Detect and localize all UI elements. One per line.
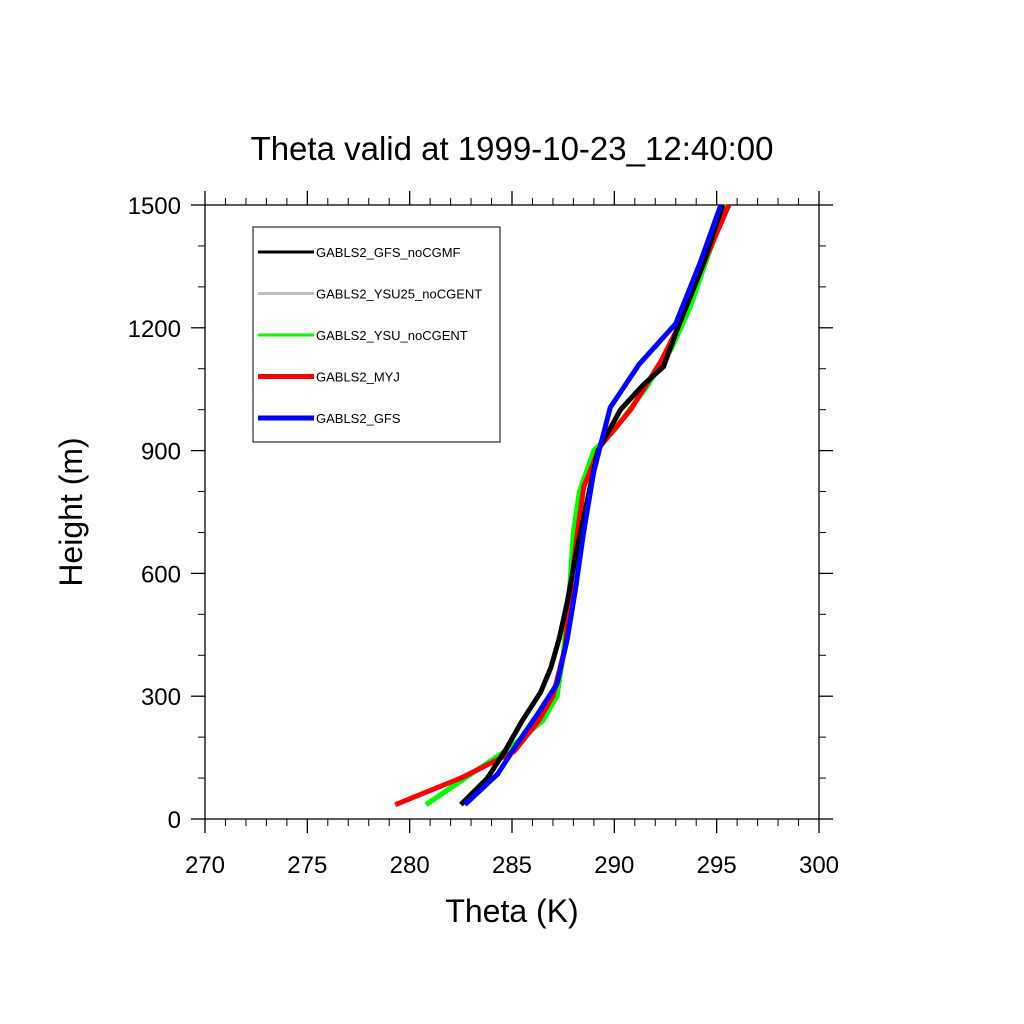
y-tick-label: 600 bbox=[141, 561, 181, 588]
y-tick-labels: 0 300 600 900 1200 1500 bbox=[128, 193, 181, 834]
x-tick-labels: 270 275 280 285 290 295 300 bbox=[185, 852, 839, 879]
minor-ticks bbox=[198, 198, 826, 826]
legend-label: GABLS2_GFS bbox=[316, 411, 401, 426]
major-ticks bbox=[191, 191, 833, 833]
x-axis-label: Theta (K) bbox=[445, 893, 578, 929]
legend-label: GABLS2_YSU_noCGENT bbox=[316, 328, 468, 343]
series-lines bbox=[394, 204, 732, 808]
legend-label: GABLS2_GFS_noCGMF bbox=[316, 245, 461, 260]
y-tick-label: 900 bbox=[141, 439, 181, 466]
x-tick-label: 295 bbox=[697, 852, 737, 879]
y-axis-label: Height (m) bbox=[53, 437, 89, 586]
x-tick-label: 285 bbox=[492, 852, 532, 879]
legend-label: GABLS2_MYJ bbox=[316, 370, 400, 385]
chart-title: Theta valid at 1999-10-23_12:40:00 bbox=[251, 130, 774, 167]
x-tick-label: 300 bbox=[799, 852, 839, 879]
x-tick-label: 280 bbox=[390, 852, 430, 879]
legend: GABLS2_GFS_noCGMF GABLS2_YSU25_noCGENT GAB… bbox=[252, 226, 501, 443]
series-line-gabls2-gfs-nocgmf bbox=[459, 204, 726, 807]
x-tick-label: 290 bbox=[594, 852, 634, 879]
x-tick-label: 270 bbox=[185, 852, 225, 879]
legend-label: GABLS2_YSU25_noCGENT bbox=[316, 287, 482, 302]
x-tick-label: 275 bbox=[287, 852, 327, 879]
y-tick-label: 1200 bbox=[128, 316, 181, 343]
y-tick-label: 0 bbox=[168, 807, 181, 834]
y-tick-label: 1500 bbox=[128, 193, 181, 220]
y-tick-label: 300 bbox=[141, 684, 181, 711]
series-line-gabls2-gfs bbox=[463, 204, 724, 807]
